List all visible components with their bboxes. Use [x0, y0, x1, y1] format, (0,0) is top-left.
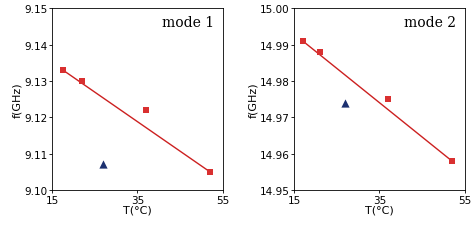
Point — [316, 51, 323, 55]
Y-axis label: f(GHz): f(GHz) — [248, 82, 258, 117]
Point — [299, 40, 306, 44]
Point — [59, 69, 66, 73]
X-axis label: T(°C): T(°C) — [365, 205, 394, 215]
Point — [142, 109, 150, 112]
Y-axis label: f(GHz): f(GHz) — [13, 82, 23, 117]
Point — [206, 170, 214, 174]
Point — [78, 80, 86, 83]
Point — [341, 101, 349, 105]
Point — [100, 163, 107, 166]
Text: mode 2: mode 2 — [404, 16, 456, 30]
Point — [448, 159, 456, 163]
X-axis label: T(°C): T(°C) — [123, 205, 152, 215]
Point — [384, 98, 392, 101]
Text: mode 1: mode 1 — [162, 16, 214, 30]
